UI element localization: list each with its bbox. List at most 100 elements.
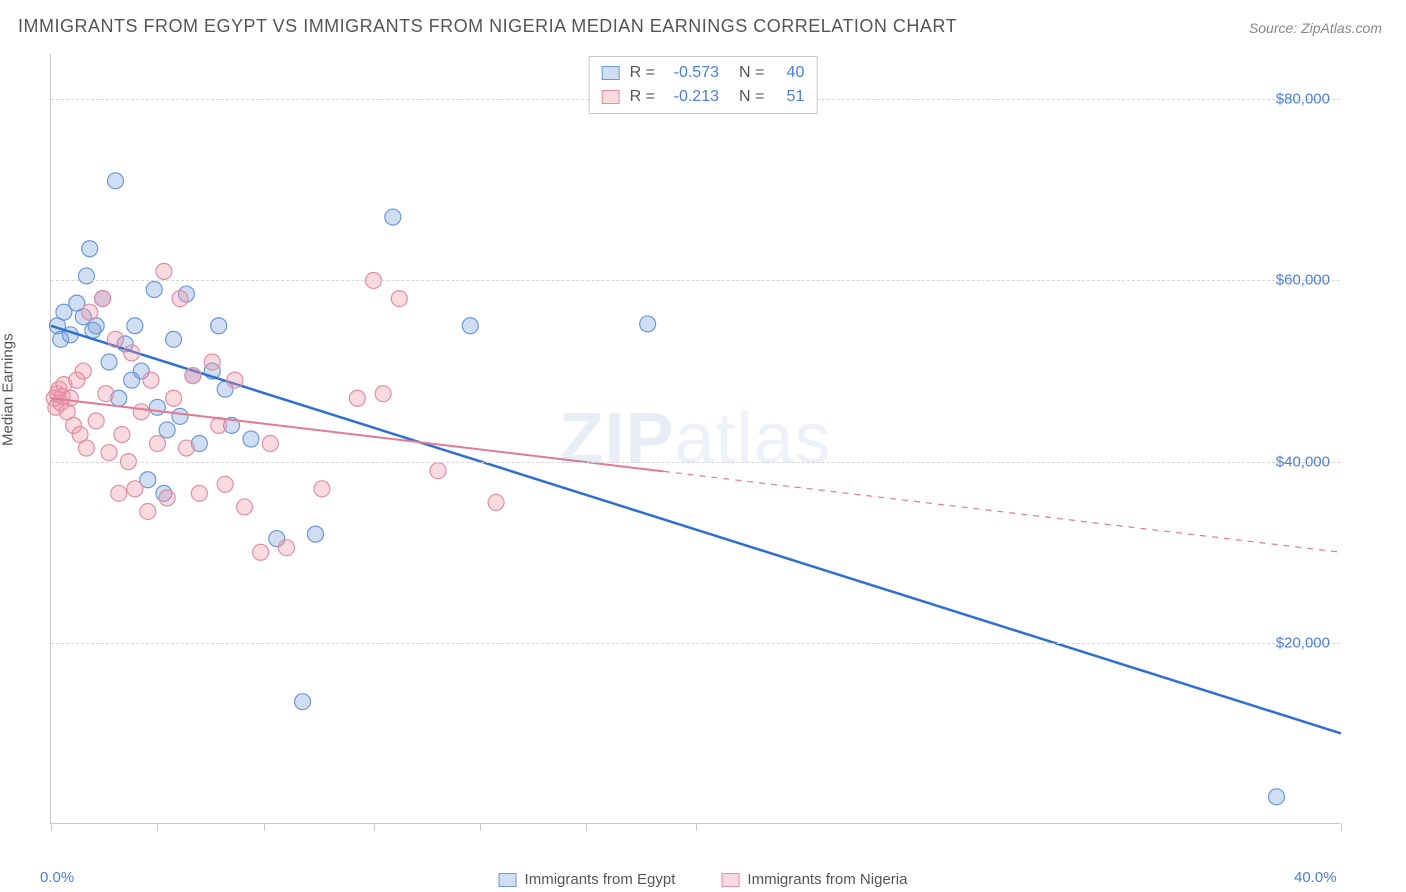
scatter-chart-svg <box>51 54 1340 823</box>
legend-swatch <box>602 66 620 80</box>
data-point <box>204 354 220 370</box>
data-point <box>114 426 130 442</box>
data-point <box>307 526 323 542</box>
corr-legend-row: R = -0.213 N = 51 <box>602 85 805 109</box>
data-point <box>127 318 143 334</box>
data-point <box>75 363 91 379</box>
data-point <box>211 318 227 334</box>
data-point <box>133 404 149 420</box>
y-axis-label: Median Earnings <box>0 333 17 446</box>
bottom-legend: Immigrants from Egypt Immigrants from Nig… <box>499 871 908 888</box>
y-tick-label: $40,000 <box>1276 453 1330 470</box>
data-point <box>185 368 201 384</box>
legend-label: Immigrants from Egypt <box>525 871 676 888</box>
x-tick <box>374 823 375 831</box>
data-point <box>159 490 175 506</box>
data-point <box>127 481 143 497</box>
data-point <box>349 390 365 406</box>
bottom-legend-item: Immigrants from Egypt <box>499 871 676 888</box>
data-point <box>78 268 94 284</box>
data-point <box>253 544 269 560</box>
regression-line <box>51 326 1341 734</box>
data-point <box>385 209 401 225</box>
plot-area: ZIPatlas $20,000$40,000$60,000$80,000 <box>50 54 1340 824</box>
data-point <box>178 440 194 456</box>
n-label: N = <box>739 61 764 85</box>
legend-swatch <box>602 90 620 104</box>
data-point <box>462 318 478 334</box>
data-point <box>101 354 117 370</box>
data-point <box>124 345 140 361</box>
n-value: 51 <box>774 85 804 109</box>
x-tick <box>480 823 481 831</box>
x-tick <box>1341 823 1342 831</box>
regression-line-extrapolated <box>664 471 1341 552</box>
data-point <box>143 372 159 388</box>
data-point <box>227 372 243 388</box>
data-point <box>82 304 98 320</box>
n-value: 40 <box>774 61 804 85</box>
x-axis-label: 40.0% <box>1294 869 1337 886</box>
bottom-legend-item: Immigrants from Nigeria <box>721 871 907 888</box>
data-point <box>640 316 656 332</box>
data-point <box>430 463 446 479</box>
data-point <box>108 173 124 189</box>
r-value: -0.573 <box>665 61 719 85</box>
correlation-legend: R = -0.573 N = 40 R = -0.213 N = 51 <box>589 56 818 114</box>
y-tick-label: $80,000 <box>1276 91 1330 108</box>
data-point <box>78 440 94 456</box>
legend-label: Immigrants from Nigeria <box>747 871 907 888</box>
legend-swatch <box>721 873 739 887</box>
data-point <box>149 436 165 452</box>
n-label: N = <box>739 85 764 109</box>
data-point <box>140 503 156 519</box>
data-point <box>237 499 253 515</box>
data-point <box>1269 789 1285 805</box>
data-point <box>391 291 407 307</box>
x-tick <box>157 823 158 831</box>
corr-legend-row: R = -0.573 N = 40 <box>602 61 805 85</box>
data-point <box>172 291 188 307</box>
data-point <box>146 282 162 298</box>
x-tick <box>264 823 265 831</box>
r-value: -0.213 <box>665 85 719 109</box>
data-point <box>262 436 278 452</box>
r-label: R = <box>630 61 655 85</box>
y-tick-label: $60,000 <box>1276 272 1330 289</box>
x-tick <box>696 823 697 831</box>
data-point <box>62 390 78 406</box>
data-point <box>82 241 98 257</box>
data-point <box>243 431 259 447</box>
data-point <box>217 476 233 492</box>
gridline-h <box>51 462 1340 463</box>
y-tick-label: $20,000 <box>1276 634 1330 651</box>
data-point <box>149 399 165 415</box>
data-point <box>191 485 207 501</box>
data-point <box>88 413 104 429</box>
data-point <box>156 263 172 279</box>
data-point <box>278 540 294 556</box>
x-tick <box>586 823 587 831</box>
gridline-h <box>51 643 1340 644</box>
data-point <box>172 408 188 424</box>
data-point <box>111 485 127 501</box>
data-point <box>314 481 330 497</box>
data-point <box>375 386 391 402</box>
chart-title: IMMIGRANTS FROM EGYPT VS IMMIGRANTS FROM… <box>18 16 957 37</box>
data-point <box>159 422 175 438</box>
data-point <box>108 331 124 347</box>
r-label: R = <box>630 85 655 109</box>
data-point <box>95 291 111 307</box>
x-axis-label: 0.0% <box>40 869 74 886</box>
gridline-h <box>51 280 1340 281</box>
x-tick <box>51 823 52 831</box>
data-point <box>488 494 504 510</box>
legend-swatch <box>499 873 517 887</box>
data-point <box>101 445 117 461</box>
data-point <box>166 390 182 406</box>
data-point <box>166 331 182 347</box>
data-point <box>295 694 311 710</box>
regression-line <box>51 398 664 471</box>
source-attribution: Source: ZipAtlas.com <box>1249 20 1382 36</box>
data-point <box>98 386 114 402</box>
